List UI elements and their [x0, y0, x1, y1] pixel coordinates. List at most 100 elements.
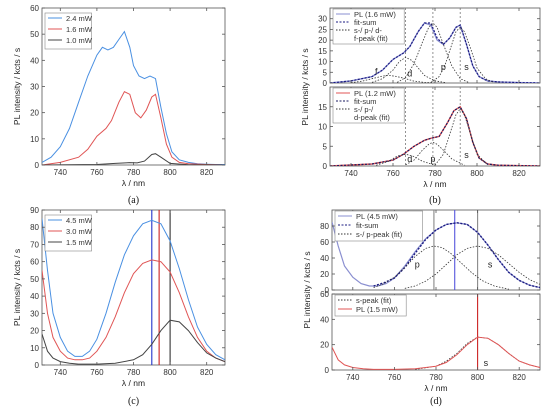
panel-b-upper-legend-label: f-peak (fit) — [354, 34, 388, 43]
panel-d-upper-ytick-label: 20 — [320, 270, 329, 279]
panel-a-series-1-0-mw — [42, 153, 225, 165]
panel-d-upper-series-group — [332, 221, 540, 290]
panel-b-upper-series-f-peak — [350, 74, 436, 83]
panel-d-lower-legend-label: s-peak (fit) — [356, 296, 392, 305]
panel-b-upper-ytick-label: 20 — [318, 36, 327, 45]
panel-a-ytick-label: 50 — [30, 30, 39, 39]
panel-d-upper-series-fit-sum — [373, 222, 540, 289]
panel-c-ytick-label: 30 — [30, 309, 39, 318]
panel-c-xtick-label: 780 — [127, 368, 141, 377]
panel-d-upper-ytick-label: 40 — [320, 254, 329, 263]
panel-a-xtick-label: 780 — [127, 168, 141, 177]
panel-d-lower-ytick-label: 40 — [320, 315, 329, 324]
panel-b-lower-xtick-label: 780 — [428, 169, 442, 178]
panel-c-ytick-label: 20 — [30, 327, 39, 336]
panel-a-xtick-label: 760 — [90, 168, 104, 177]
panel-b-lower-series-p-peak — [405, 141, 465, 166]
panel-b-upper-series-p-peak — [397, 22, 469, 83]
panel-a-legend-box — [44, 12, 92, 50]
panel-c-legend-label: 4.5 mW — [66, 216, 93, 225]
panel-d-upper-ytick-label: 0 — [325, 286, 330, 295]
panel-a-ytick-label: 30 — [30, 83, 39, 92]
panel-c-series-3-0-mw — [42, 259, 225, 363]
panel-a-legend-label: 2.4 mW — [66, 14, 93, 23]
panel-b-xlabel: λ / nm — [423, 179, 446, 189]
panel-c-xtick-label: 800 — [163, 368, 177, 377]
panel-b-lower-annotation-s: s — [464, 150, 469, 160]
panel-a-series-2-4-mw — [42, 30, 225, 165]
panel-a-series-1-6-mw — [42, 91, 225, 165]
panel-b-upper-annotation-s: s — [464, 62, 469, 72]
panel-b-lower-legend-label: d-peak (fit) — [354, 113, 390, 122]
panel-d-upper-ytick-label: 80 — [320, 222, 329, 231]
panel-b-upper-ytick-label: 0 — [323, 79, 328, 88]
panel-d-xlabel: λ / nm — [424, 383, 447, 393]
panel-b-lower-xtick-label: 800 — [470, 169, 484, 178]
panel-d-lower-series-pl-1-5-mw- — [332, 336, 540, 370]
panel-b-lower-xtick-label: 740 — [344, 169, 358, 178]
panel-d-upper-legend-label: fit-sum — [356, 221, 379, 230]
panel-d-upper-series-s-peak — [404, 245, 540, 289]
panel-b-upper-ytick-label: 30 — [318, 15, 327, 24]
panel-b-lower-xtick-label: 820 — [512, 169, 526, 178]
panel-b-lower-series-fit-sum — [330, 105, 540, 166]
panel-b-lower-annotation-d: d — [407, 154, 412, 164]
panel-b-upper-ytick-label: 10 — [318, 58, 327, 67]
panel-c-ytick-label: 50 — [30, 275, 39, 284]
panel-a-ytick-label: 0 — [35, 161, 40, 170]
panel-b-upper-annotation-d: d — [407, 69, 412, 79]
panel-b-lower-ytick-label: 10 — [318, 123, 327, 132]
panel-b-lower-legend-label: fit-sum — [354, 97, 377, 106]
panel-d-lower-ytick-label: 60 — [320, 290, 329, 299]
panel-d-lower-annotation-s: s — [484, 358, 489, 368]
panel-b-upper-legend-label: fit-sum — [354, 18, 377, 27]
panel-a-ytick-label: 60 — [30, 4, 39, 13]
panel-d-label: (d) — [430, 396, 442, 407]
panel-b-lower-annotation-p: p — [430, 154, 435, 164]
panel-c-xtick-label: 820 — [200, 368, 214, 377]
panel-b-label: (b) — [429, 195, 441, 206]
panel-d-upper-annotation-p: p — [415, 260, 420, 270]
panel-a-label: (a) — [128, 195, 139, 206]
panel-a-legend-label: 1.0 mW — [66, 36, 93, 45]
panel-a-ytick-label: 20 — [30, 109, 39, 118]
panel-a-ytick-label: 10 — [30, 135, 39, 144]
panel-b-lower-ytick-label: 5 — [323, 142, 328, 151]
panel-d-lower-ytick-label: 0 — [325, 366, 330, 375]
panel-c-series-4-5-mw — [42, 218, 225, 361]
panel-d-upper-legend-label: PL (4.5 mW) — [356, 212, 398, 221]
panel-d-lower-xtick-label: 820 — [513, 373, 527, 382]
panel-c-series-group — [42, 218, 225, 365]
panel-b-upper-annotation-p: p — [441, 62, 446, 72]
panel-a-xtick-label: 740 — [54, 168, 68, 177]
panel-d-lower-xtick-label: 740 — [346, 373, 360, 382]
panel-b-upper-legend-label: PL (1.6 mW) — [354, 10, 396, 19]
panel-b-lower-ytick-label: 15 — [318, 103, 327, 112]
panel-a-legend-label: 1.6 mW — [66, 25, 93, 34]
panel-c-xtick-label: 760 — [90, 368, 104, 377]
panel-d-lower-xtick-label: 780 — [429, 373, 443, 382]
panel-b-upper-ytick-label: 15 — [318, 47, 327, 56]
panel-d-lower-legend-label: PL (1.5 mW) — [356, 305, 398, 314]
panel-b-lower-series-group — [330, 105, 540, 166]
panel-b-upper-series-group — [330, 22, 540, 83]
panel-c-xlabel: λ / nm — [122, 378, 145, 388]
panel-b-lower-xtick-label: 760 — [386, 169, 400, 178]
panel-d-upper-annotation-s: s — [488, 260, 493, 270]
panel-b-upper-ytick-label: 5 — [323, 68, 328, 77]
panel-d-ylabel: PL intensity / kcts / s — [302, 251, 312, 328]
panel-d-upper-legend-label: s-/ p-peak (fit) — [356, 230, 403, 239]
panel-d-lower-xtick-label: 800 — [471, 373, 485, 382]
panel-c-legend-label: 3.0 mW — [66, 227, 93, 236]
panel-c-ytick-label: 70 — [30, 240, 39, 249]
panel-d-upper-series-p-peak — [373, 245, 509, 290]
panel-c-xtick-label: 740 — [54, 368, 68, 377]
panel-b-lower-legend-box — [332, 87, 405, 124]
panel-b-upper-series-s-peak — [430, 26, 494, 83]
panel-b-lower-series-d-peak — [376, 153, 436, 166]
panel-b-lower-legend-label: s-/ p-/ — [354, 105, 374, 114]
panel-b-lower-ytick-label: 0 — [323, 162, 328, 171]
panel-c-ytick-label: 80 — [30, 223, 39, 232]
panel-c-legend-label: 1.5 mW — [66, 238, 93, 247]
